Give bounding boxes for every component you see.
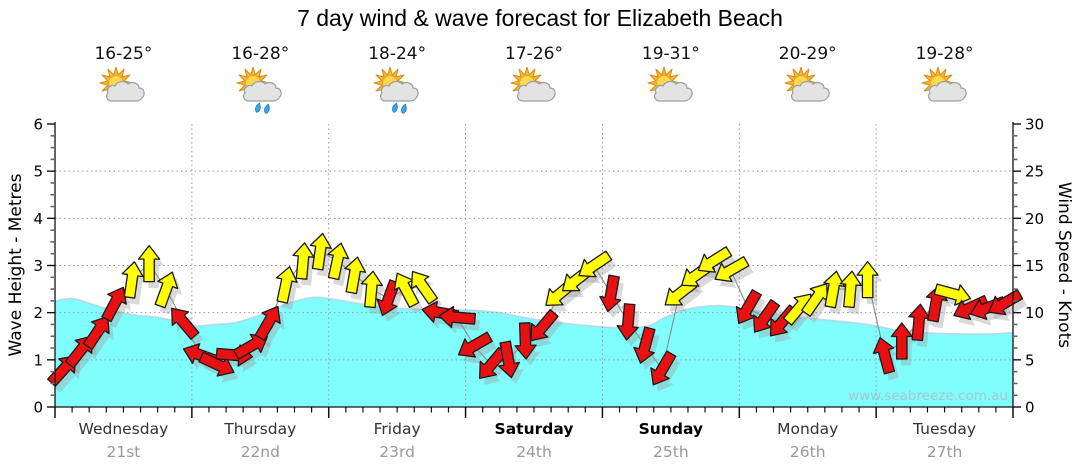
sun-cloud-icon [97,67,149,115]
wind-arrow [232,333,268,360]
svg-text:10: 10 [1025,304,1044,322]
temp-range: 16-25° [94,44,153,64]
sun-cloud-rain-icon [234,67,286,115]
temp-range: 16-28° [231,44,290,64]
wind-arrow [410,270,439,305]
day-label: Saturday [494,420,574,438]
cloud-icon [106,80,146,102]
svg-text:4: 4 [33,210,43,228]
wind-arrow [599,274,622,313]
wind-arrow [498,340,521,379]
wind-arrow [327,242,350,281]
svg-text:0: 0 [1025,399,1035,417]
temp-range: 20-29° [778,44,837,64]
sun-cloud-icon [645,67,697,115]
chart-title: 7 day wind & wave forecast for Elizabeth… [297,5,783,31]
sun-cloud-rain-icon [371,67,423,115]
temp-range: 18-24° [368,44,427,64]
wind-arrow [82,315,110,350]
y-axis-right: 0 5 10 15 20 25 30 [1013,116,1044,417]
svg-text:30: 30 [1025,116,1044,134]
sun-cloud-icon [508,67,560,115]
wind-arrow [254,305,281,341]
cloud-icon [790,80,830,102]
wind-arrow [988,289,1024,316]
wind-arrow [650,350,677,386]
wind-arrow [530,309,559,342]
wind-arrow [154,271,179,309]
svg-text:2: 2 [33,304,43,322]
wind-arrow [872,337,896,375]
svg-text:15: 15 [1025,257,1044,275]
date-label: 23rd [379,443,415,461]
date-label: 26th [789,443,826,461]
wind-arrow [360,270,384,309]
svg-text:20: 20 [1025,210,1044,228]
left-axis-title: Wave Height - Metres [6,173,26,357]
wind-arrow [292,242,315,280]
svg-text:5: 5 [1025,351,1035,369]
cloud-icon [653,80,693,102]
day-label: Wednesday [78,420,169,438]
wind-arrow [616,303,639,341]
sun-cloud-icon [782,67,834,115]
date-label: 27th [926,443,963,461]
temp-range: 19-28° [915,44,974,64]
date-label: 21st [106,443,141,461]
wind-arrow [856,260,879,299]
day-label: Sunday [638,420,704,438]
raindrop-icon [392,102,407,114]
wind-arrow [171,307,200,340]
wind-arrow [514,322,537,360]
wind-arrow [823,270,846,309]
svg-text:6: 6 [33,116,43,134]
cloud-icon [380,80,419,102]
wind-arrow [121,261,144,299]
wind-arrow [309,232,332,271]
day-label: Monday [777,420,839,438]
cloud-icon [927,80,967,102]
y-axis-left: 0 1 2 3 4 5 6 [33,116,55,417]
wind-arrow [101,286,127,323]
wind-arrow [438,305,477,329]
svg-text:5: 5 [33,163,43,181]
svg-text:25: 25 [1025,163,1044,181]
cloud-icon [517,80,556,102]
cloud-icon [243,80,283,102]
right-axis-title: Wind Speed - Knots [1054,181,1074,349]
wind-arrow [633,326,656,364]
day-label: Thursday [224,420,297,438]
svg-text:1: 1 [33,351,43,369]
wind-arrow [578,250,613,278]
wind-arrow [714,256,750,283]
date-label: 24th [516,443,552,461]
wind-arrow [753,299,781,333]
day-label: Friday [373,420,421,438]
wind-arrow [890,322,913,360]
day-label: Tuesday [913,420,977,438]
watermark: www.seabreeze.com.au [848,388,1008,404]
wind-arrow [697,246,733,273]
date-label: 25th [653,443,689,461]
date-label: 22nd [240,443,280,461]
wind-arrow [137,244,161,283]
temp-range: 17-26° [505,44,563,64]
x-axis [54,407,1014,418]
wind-arrow [839,270,863,309]
svg-text:0: 0 [33,399,43,417]
svg-text:3: 3 [33,257,43,275]
wind-arrow [275,266,298,304]
temp-range: 19-31° [641,44,700,64]
raindrop-icon [255,102,270,114]
wind-arrow [457,331,493,358]
wind-arrow [344,256,367,295]
wind-arrows-layer [47,232,1024,387]
sun-cloud-icon [919,67,971,115]
